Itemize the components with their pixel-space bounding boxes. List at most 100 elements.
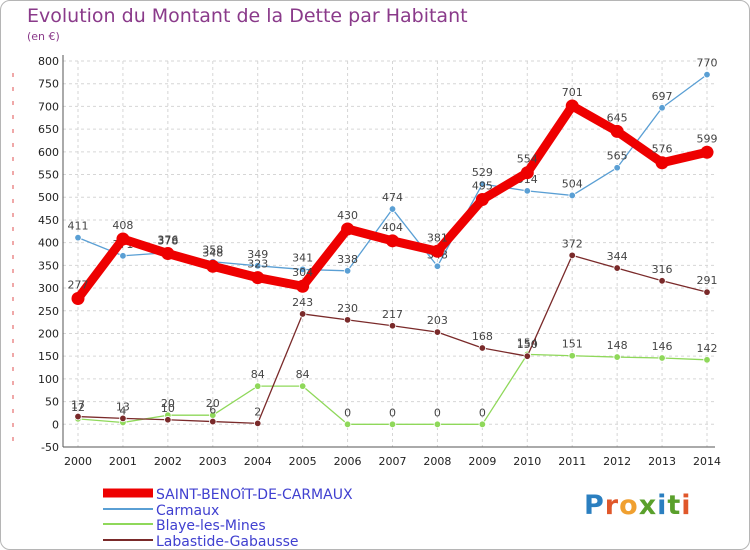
data-label: 0 <box>479 406 486 419</box>
x-tick-label: 2008 <box>423 455 451 468</box>
data-label: 344 <box>607 250 628 263</box>
data-point <box>74 412 82 421</box>
data-point <box>568 251 576 260</box>
data-label: 430 <box>337 209 358 222</box>
data-label: 474 <box>382 191 403 204</box>
x-tick-label: 2002 <box>154 455 182 468</box>
data-label: 304 <box>292 266 313 279</box>
data-label: 554 <box>517 153 538 166</box>
data-label: 0 <box>344 406 351 419</box>
data-point <box>613 264 621 272</box>
data-point <box>119 414 127 423</box>
data-label: 12 <box>71 401 85 414</box>
data-point <box>478 344 487 352</box>
data-point <box>74 233 82 242</box>
data-point <box>161 247 175 261</box>
data-label: 217 <box>382 308 403 321</box>
data-label: 277 <box>68 279 89 292</box>
data-point <box>386 234 399 248</box>
data-label: 150 <box>517 338 538 351</box>
data-point <box>430 244 444 258</box>
data-label: 154 <box>517 336 538 349</box>
data-label: 20 <box>161 397 175 410</box>
proxiti-logo: Proxiti <box>584 490 692 521</box>
data-label: 408 <box>112 219 133 232</box>
y-tick-label: 50 <box>45 396 59 409</box>
logo-letter: o <box>619 490 639 521</box>
x-tick-label: 2012 <box>603 455 631 468</box>
y-tick-label: 400 <box>38 237 59 250</box>
data-label: 17 <box>71 399 85 412</box>
data-label: 565 <box>607 150 628 163</box>
data-label: 323 <box>247 258 268 271</box>
data-label: 645 <box>607 111 628 124</box>
y-tick-label: 750 <box>38 78 59 91</box>
y-tick-label: 450 <box>38 214 59 227</box>
data-label: 151 <box>562 338 583 351</box>
y-tick-label: 650 <box>38 123 59 136</box>
data-label: 0 <box>389 406 396 419</box>
x-tick-label: 2006 <box>334 455 362 468</box>
data-label: 6 <box>209 404 216 417</box>
data-label: 316 <box>652 263 673 276</box>
data-point <box>388 205 397 213</box>
logo-letter: i <box>681 490 692 521</box>
y-tick-label: 700 <box>38 100 59 113</box>
logo-letter: P <box>584 490 605 521</box>
data-point <box>343 420 352 428</box>
data-label: 84 <box>251 368 265 381</box>
data-label: 230 <box>337 302 358 315</box>
data-point <box>298 265 307 274</box>
data-label: 348 <box>202 246 223 259</box>
data-point <box>565 99 579 113</box>
y-tick-label: 250 <box>38 305 59 318</box>
data-point <box>523 187 531 195</box>
x-tick-label: 2000 <box>64 455 92 468</box>
data-point <box>71 292 85 306</box>
data-label: 4 <box>119 404 126 417</box>
data-point <box>703 356 711 364</box>
data-label: 404 <box>382 221 403 234</box>
x-tick-label: 2005 <box>289 455 317 468</box>
data-point <box>658 104 666 112</box>
data-label: 291 <box>697 274 718 287</box>
data-label: 504 <box>562 177 583 190</box>
data-label: 697 <box>652 90 673 103</box>
data-label: 378 <box>157 235 178 248</box>
data-point <box>433 420 442 428</box>
data-point <box>568 352 576 360</box>
y-tick-label: 300 <box>38 282 59 295</box>
data-point <box>433 262 442 270</box>
x-tick-label: 2001 <box>109 455 137 468</box>
y-tick-label: 350 <box>38 259 59 272</box>
data-label: 203 <box>427 314 448 327</box>
x-tick-label: 2004 <box>244 455 272 468</box>
y-tick-label: 500 <box>38 191 59 204</box>
data-label: 341 <box>292 251 313 264</box>
logo-letter: x <box>638 490 658 521</box>
data-point <box>610 124 624 138</box>
data-label: 599 <box>697 132 718 145</box>
data-label: 84 <box>296 368 310 381</box>
data-point <box>613 164 621 172</box>
logo-letter: i <box>657 490 668 521</box>
data-label: 349 <box>247 248 268 261</box>
legend-label: Carmaux <box>156 503 219 519</box>
data-point <box>251 271 265 285</box>
data-point <box>343 316 352 324</box>
data-label: 148 <box>607 339 628 352</box>
data-point <box>254 382 262 390</box>
data-point <box>343 267 352 275</box>
data-point <box>298 310 307 318</box>
x-tick-label: 2007 <box>379 455 407 468</box>
data-point <box>209 417 217 426</box>
legend-label: Blaye-les-Mines <box>156 518 266 534</box>
data-label: 576 <box>652 143 673 156</box>
data-point <box>703 288 711 296</box>
logo-letter: t <box>667 490 682 521</box>
x-tick-label: 2013 <box>648 455 676 468</box>
data-label: 20 <box>206 397 220 410</box>
data-label: 376 <box>157 234 178 247</box>
